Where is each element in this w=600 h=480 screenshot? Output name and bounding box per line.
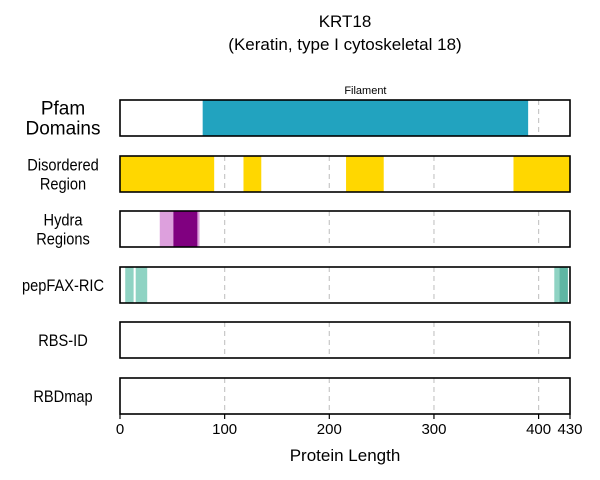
segment — [346, 156, 384, 192]
track-3 — [119, 210, 571, 248]
track-background — [120, 322, 570, 358]
track-border — [119, 99, 571, 137]
segment — [135, 267, 148, 303]
track-label: pepFAX-RIC — [22, 277, 104, 295]
track-background — [120, 378, 570, 414]
track-label: Hydra Regions — [36, 212, 90, 249]
segment — [159, 211, 174, 247]
track-border — [119, 155, 571, 193]
segment — [559, 267, 568, 303]
segment — [243, 156, 262, 192]
x-tick-label: 430 — [557, 421, 582, 438]
x-tick-label: 0 — [116, 421, 124, 438]
segment — [120, 156, 215, 192]
segment-label: Filament — [344, 85, 386, 97]
track-label: RBS-ID — [38, 332, 88, 350]
track-border — [119, 377, 571, 415]
track-label: RBDmap — [33, 388, 92, 406]
x-axis-title: Protein Length — [290, 446, 401, 465]
track-label: Disordered Region — [27, 157, 98, 194]
x-axis: 0 100 200 300 400 430 — [116, 414, 583, 438]
x-tick-label: 300 — [421, 421, 446, 438]
track-2 — [119, 155, 571, 193]
x-tick-label: 400 — [526, 421, 551, 438]
track-border — [119, 321, 571, 359]
track-border — [119, 210, 571, 248]
segment — [554, 267, 560, 303]
track-6 — [119, 377, 571, 415]
track-label: Pfam Domains — [26, 99, 101, 140]
segment — [173, 211, 198, 247]
segment — [513, 156, 570, 192]
track-4 — [119, 266, 571, 304]
x-tick-label: 200 — [317, 421, 342, 438]
track-1: Filament — [119, 85, 571, 137]
segment — [202, 100, 529, 136]
x-tick-label: 100 — [212, 421, 237, 438]
chart-title: KRT18 — [319, 12, 372, 31]
tracks: Filament Pfam Domains Disordered Region Hydra… — [22, 85, 571, 415]
track-border — [119, 266, 571, 304]
track-background — [120, 267, 570, 303]
segment — [197, 211, 200, 247]
segment — [125, 267, 134, 303]
chart-subtitle: (Keratin, type I cytoskeletal 18) — [228, 35, 461, 54]
track-5 — [119, 321, 571, 359]
